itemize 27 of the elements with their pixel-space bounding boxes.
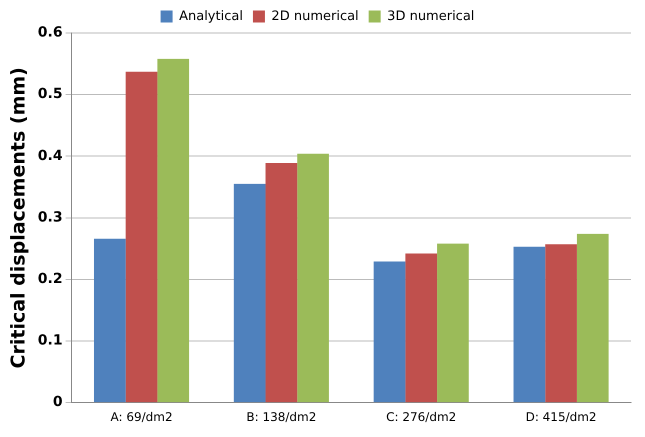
legend-label: Analytical — [179, 8, 243, 24]
bar — [94, 238, 126, 402]
bar — [437, 244, 469, 402]
y-tick-label: 0.4 — [38, 148, 63, 164]
legend-label: 2D numerical — [271, 8, 359, 24]
x-tick-label: D: 415/dm2 — [526, 410, 597, 424]
y-tick-label: 0.5 — [38, 86, 63, 102]
bar — [297, 154, 329, 402]
bar — [374, 262, 406, 402]
legend-label: 3D numerical — [387, 8, 474, 24]
bar — [126, 72, 158, 402]
y-tick-label: 0.6 — [38, 24, 63, 41]
x-tick-label: C: 276/dm2 — [386, 410, 456, 424]
bar — [157, 58, 190, 402]
bar — [234, 184, 266, 402]
bar — [545, 244, 577, 402]
y-tick-label: 0.1 — [38, 332, 63, 349]
y-axis-title: Critical displacements (mm) — [7, 67, 30, 368]
y-tick-label: 0.2 — [38, 271, 63, 288]
bar — [576, 234, 609, 402]
bar — [266, 162, 298, 402]
y-tick-label: 0.3 — [38, 209, 63, 226]
x-tick-label: B: 138/dm2 — [246, 410, 316, 424]
bar — [405, 254, 438, 402]
y-tick-label: 0 — [52, 394, 63, 410]
x-tick-label: A: 69/dm2 — [110, 410, 173, 424]
bar — [514, 246, 546, 402]
